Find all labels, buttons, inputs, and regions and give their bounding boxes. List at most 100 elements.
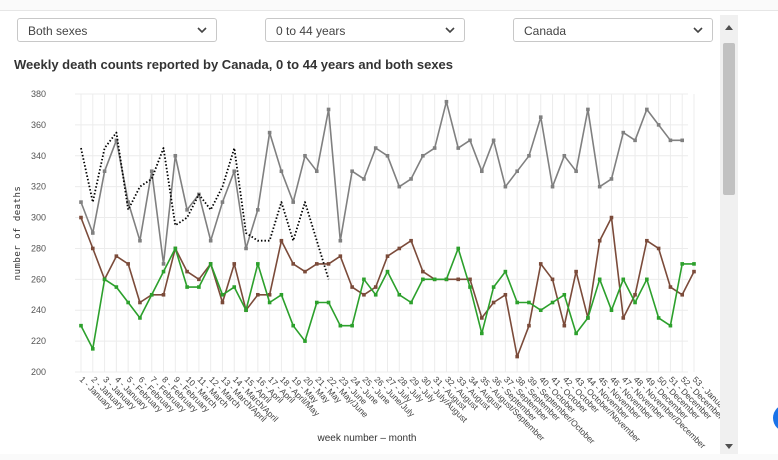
data-point-gray — [149, 169, 154, 174]
data-point-green — [338, 323, 343, 328]
data-point-gray — [208, 238, 213, 243]
data-point-brown — [362, 292, 366, 297]
data-point-gray — [456, 146, 461, 150]
data-point-green — [138, 316, 142, 320]
y-tick-label: 340 — [31, 151, 46, 161]
y-tick-label: 220 — [31, 336, 46, 346]
data-point-green — [456, 246, 461, 251]
data-point-gray — [256, 208, 260, 212]
data-point-brown — [668, 285, 673, 289]
data-point-gray — [574, 169, 578, 174]
data-point-green — [574, 331, 578, 336]
data-point-green — [597, 277, 602, 282]
data-point-green — [326, 300, 331, 305]
data-point-gray — [633, 138, 637, 143]
help-bubble[interactable] — [773, 404, 778, 432]
data-point-gray — [350, 169, 354, 174]
data-point-green — [362, 277, 366, 282]
data-point-brown — [373, 285, 378, 289]
data-point-gray — [314, 169, 319, 174]
data-point-green — [397, 292, 402, 297]
data-point-green — [267, 300, 272, 305]
y-tick-label: 320 — [31, 182, 46, 192]
data-point-brown — [409, 238, 413, 243]
data-point-brown — [114, 254, 119, 258]
data-point-gray — [373, 146, 378, 150]
chevron-down-icon — [197, 27, 207, 34]
sex-dropdown-value: Both sexes — [28, 24, 88, 38]
data-point-green — [621, 277, 626, 282]
y-axis-label: number of deaths — [13, 186, 23, 281]
scrollbar-thumb[interactable] — [723, 43, 735, 195]
data-point-brown — [480, 316, 484, 320]
geography-dropdown[interactable]: Canada — [513, 18, 713, 42]
data-point-green — [680, 262, 685, 266]
data-point-gray — [432, 146, 437, 150]
data-point-green — [173, 246, 178, 251]
age-dropdown-value: 0 to 44 years — [276, 24, 346, 38]
data-point-brown — [609, 215, 614, 220]
data-point-green — [197, 285, 201, 289]
sex-dropdown[interactable]: Both sexes — [17, 18, 217, 42]
data-point-gray — [586, 107, 590, 112]
x-axis-label: week number – month — [317, 433, 417, 444]
data-point-brown — [515, 354, 519, 359]
data-point-brown — [562, 323, 567, 328]
data-point-green — [656, 316, 661, 320]
data-point-green — [633, 300, 637, 305]
data-point-green — [480, 331, 484, 336]
data-point-gray — [503, 184, 508, 189]
geography-dropdown-value: Canada — [524, 24, 567, 38]
data-point-gray — [562, 153, 567, 158]
y-tick-label: 200 — [31, 367, 46, 377]
data-point-gray — [220, 200, 225, 204]
data-point-brown — [338, 254, 343, 258]
data-point-gray — [515, 169, 519, 174]
data-point-gray — [680, 138, 685, 143]
data-point-gray — [362, 177, 366, 181]
data-point-gray — [480, 169, 484, 174]
data-point-brown — [303, 269, 307, 274]
data-point-gray — [79, 200, 83, 204]
data-point-brown — [574, 269, 578, 274]
data-point-green — [432, 277, 437, 282]
data-point-green — [668, 323, 673, 328]
data-point-green — [645, 277, 649, 282]
data-point-green — [220, 292, 225, 297]
vertical-scrollbar[interactable] — [720, 15, 738, 460]
age-dropdown[interactable]: 0 to 44 years — [265, 18, 465, 42]
data-point-brown — [256, 292, 260, 297]
data-point-brown — [232, 262, 237, 266]
data-point-brown — [79, 215, 83, 220]
data-point-brown — [267, 292, 272, 297]
data-point-gray — [244, 246, 248, 251]
data-point-green — [149, 292, 154, 297]
y-tick-label: 260 — [31, 274, 46, 284]
data-point-gray — [102, 169, 107, 174]
data-point-green — [527, 300, 531, 305]
data-point-green — [692, 262, 696, 266]
data-point-brown — [90, 246, 95, 251]
data-point-green — [538, 308, 543, 313]
series-line-black — [80, 131, 330, 280]
data-point-brown — [126, 262, 130, 266]
data-point-green — [291, 323, 295, 328]
data-point-brown — [503, 292, 508, 297]
scroll-up-arrow-icon[interactable] — [724, 23, 734, 31]
data-point-gray — [621, 130, 626, 135]
data-point-gray — [385, 153, 390, 158]
data-point-green — [444, 277, 449, 282]
data-point-gray — [491, 138, 496, 143]
chevron-down-icon — [693, 27, 703, 34]
data-point-green — [256, 262, 260, 266]
data-point-gray — [409, 177, 413, 181]
data-point-brown — [680, 292, 685, 297]
data-point-green — [79, 323, 83, 328]
data-point-gray — [326, 107, 331, 112]
data-point-brown — [491, 300, 496, 305]
data-point-green — [468, 285, 472, 289]
data-point-brown — [527, 323, 531, 328]
data-point-green — [515, 300, 519, 305]
scroll-down-arrow-icon[interactable] — [724, 443, 734, 451]
data-point-green — [491, 285, 496, 289]
